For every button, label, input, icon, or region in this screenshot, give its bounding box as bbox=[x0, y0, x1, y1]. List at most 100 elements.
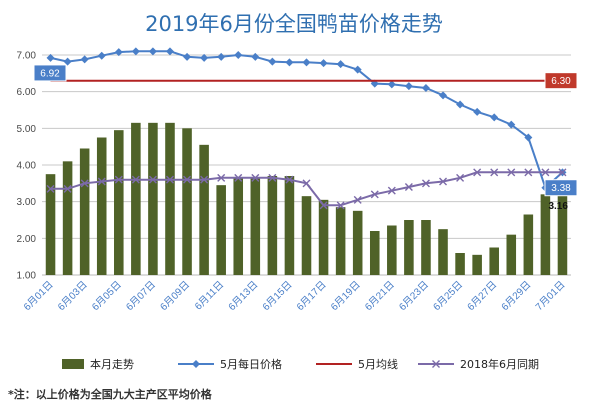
bar bbox=[557, 195, 568, 275]
x-tick-label: 6月13日 bbox=[226, 279, 260, 313]
x-tick-label: 6月19日 bbox=[328, 279, 362, 313]
bar bbox=[506, 234, 517, 275]
point-last-year bbox=[285, 175, 294, 184]
point-daily-price bbox=[336, 60, 345, 69]
point-last-year bbox=[217, 173, 226, 182]
bar bbox=[250, 177, 261, 275]
bar bbox=[131, 122, 141, 275]
y-tick-label: 5.00 bbox=[17, 124, 37, 135]
point-last-year bbox=[456, 173, 465, 182]
bar bbox=[182, 128, 192, 275]
point-last-year bbox=[251, 173, 260, 182]
point-daily-price bbox=[165, 47, 174, 56]
y-tick-label: 4.00 bbox=[17, 161, 37, 172]
point-last-year bbox=[97, 177, 106, 186]
bar bbox=[62, 161, 73, 275]
bar bbox=[267, 176, 278, 275]
point-last-year bbox=[46, 184, 55, 193]
point-last-year bbox=[473, 168, 482, 177]
point-last-year bbox=[148, 175, 157, 184]
data-label-box bbox=[33, 64, 67, 82]
bar bbox=[301, 196, 312, 275]
x-tick-label: 6月27日 bbox=[465, 279, 499, 313]
point-daily-price bbox=[387, 80, 396, 89]
point-last-year bbox=[319, 201, 328, 210]
point-daily-price bbox=[63, 57, 72, 66]
point-daily-price bbox=[473, 107, 482, 116]
point-daily-price bbox=[97, 51, 106, 60]
chart-title: 2019年6月份全国鸭苗价格走势 bbox=[145, 12, 443, 36]
data-label-box bbox=[544, 179, 578, 197]
data-label: 6.92 bbox=[33, 64, 67, 82]
series-line-daily-price bbox=[50, 50, 564, 190]
bar bbox=[45, 174, 56, 275]
bar bbox=[335, 207, 346, 275]
point-daily-price bbox=[251, 52, 260, 61]
data-label-text: 6.30 bbox=[551, 76, 571, 87]
data-label: 3.16 bbox=[548, 201, 568, 212]
y-tick-label: 6.00 bbox=[17, 87, 37, 98]
legend-item: 5月均线 bbox=[316, 357, 398, 371]
point-daily-price bbox=[234, 51, 243, 59]
point-last-year bbox=[80, 179, 89, 188]
bar bbox=[199, 144, 209, 275]
bar bbox=[404, 220, 414, 275]
legend-label: 5月每日价格 bbox=[220, 357, 282, 371]
y-tick-label: 1.00 bbox=[17, 271, 37, 282]
x-tick-label: 7月01日 bbox=[533, 279, 567, 313]
bars-layer bbox=[45, 122, 568, 275]
point-last-year bbox=[353, 195, 362, 204]
x-tick-label: 6月07日 bbox=[124, 279, 158, 313]
bar bbox=[523, 214, 534, 275]
bar bbox=[318, 199, 329, 275]
point-daily-price bbox=[217, 52, 226, 61]
point-daily-price bbox=[302, 58, 311, 67]
x-tick-label: 6月29日 bbox=[499, 279, 533, 313]
point-daily-price bbox=[507, 120, 516, 129]
point-last-year bbox=[439, 177, 448, 186]
x-tick-label: 6月25日 bbox=[431, 279, 465, 313]
legend-item: 5月每日价格 bbox=[178, 357, 282, 371]
bar bbox=[79, 148, 90, 275]
bar bbox=[148, 122, 158, 275]
point-last-year bbox=[165, 175, 174, 184]
bar bbox=[284, 176, 295, 275]
point-last-year bbox=[302, 179, 311, 188]
legend-label: 2018年6月同期 bbox=[460, 357, 539, 371]
point-last-year bbox=[524, 168, 533, 177]
point-daily-price bbox=[319, 59, 328, 68]
point-last-year bbox=[234, 173, 243, 182]
point-last-year bbox=[268, 173, 277, 182]
bar bbox=[216, 185, 226, 275]
legend-swatch bbox=[62, 359, 84, 369]
point-last-year bbox=[114, 175, 123, 184]
x-tick-label: 6月03日 bbox=[55, 279, 89, 313]
y-axis: 1.00 2.00 3.00 4.00 5.00 6.00 7.00 bbox=[17, 51, 37, 282]
point-last-year bbox=[387, 186, 396, 195]
y-tick-label: 2.00 bbox=[17, 234, 37, 245]
legend-label: 本月走势 bbox=[90, 357, 134, 371]
x-tick-label: 6月01日 bbox=[21, 279, 55, 313]
point-daily-price bbox=[183, 52, 192, 61]
bar bbox=[438, 229, 448, 275]
chart-note: *注：以上价格为全国九大主产区平均价格 bbox=[8, 387, 213, 401]
x-tick-label: 6月11日 bbox=[192, 279, 226, 313]
point-last-year bbox=[200, 175, 209, 184]
y-tick-label: 7.00 bbox=[17, 51, 37, 62]
point-last-year bbox=[541, 168, 550, 177]
point-daily-price bbox=[200, 53, 209, 62]
bar bbox=[369, 231, 380, 275]
point-last-year bbox=[336, 201, 345, 210]
bar bbox=[455, 253, 465, 275]
point-daily-price bbox=[353, 65, 362, 74]
point-last-year bbox=[421, 179, 430, 188]
bar bbox=[421, 220, 431, 275]
point-daily-price bbox=[285, 58, 294, 67]
data-label: 3.38 bbox=[544, 179, 578, 197]
point-daily-price bbox=[490, 113, 499, 122]
point-last-year bbox=[370, 190, 379, 199]
x-axis: 6月01日 6月03日 6月05日 6月07日 6月09日 6月11日 6月13日 6月15日… bbox=[21, 279, 567, 313]
bar bbox=[114, 130, 124, 275]
